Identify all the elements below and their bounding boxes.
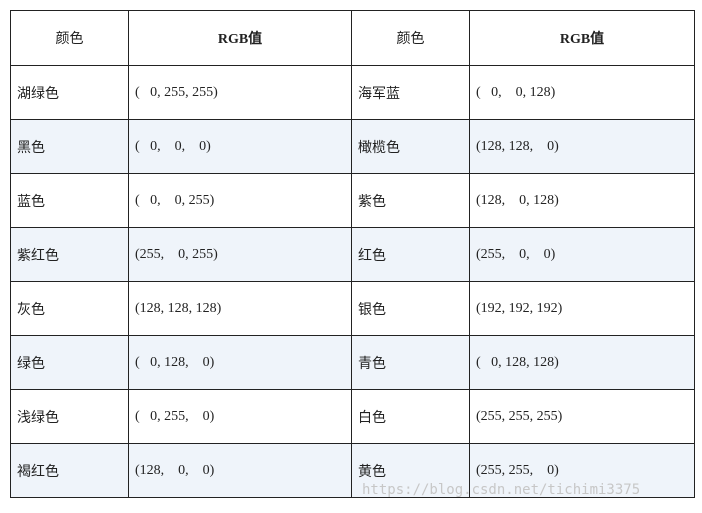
color-name-cell: 红色 [351, 227, 470, 282]
table-row: 蓝色 ( 0, 0, 255) 紫色 (128, 0, 128) [10, 173, 695, 228]
rgb-value-cell: ( 0, 0, 0) [128, 119, 352, 174]
rgb-value-cell: ( 0, 128, 128) [469, 335, 695, 390]
color-name-cell: 浅绿色 [10, 389, 129, 444]
color-rgb-table: 颜色 RGB值 颜色 RGB值 湖绿色 ( 0, 255, 255) 海军蓝 (… [10, 10, 695, 498]
color-name-cell: 青色 [351, 335, 470, 390]
header-color-name-2: 颜色 [351, 10, 470, 66]
table-row: 黑色 ( 0, 0, 0) 橄榄色 (128, 128, 0) [10, 119, 695, 174]
color-name-cell: 橄榄色 [351, 119, 470, 174]
color-name-cell: 蓝色 [10, 173, 129, 228]
rgb-value-cell: (255, 255, 255) [469, 389, 695, 444]
table-header-row: 颜色 RGB值 颜色 RGB值 [10, 10, 695, 66]
table-row: 绿色 ( 0, 128, 0) 青色 ( 0, 128, 128) [10, 335, 695, 390]
color-name-cell: 灰色 [10, 281, 129, 336]
color-name-cell: 绿色 [10, 335, 129, 390]
header-rgb-2: RGB值 [469, 10, 695, 66]
color-name-cell: 海军蓝 [351, 65, 470, 120]
rgb-value-cell: (255, 0, 255) [128, 227, 352, 282]
color-name-cell: 银色 [351, 281, 470, 336]
rgb-value-cell: (128, 128, 0) [469, 119, 695, 174]
color-name-cell: 湖绿色 [10, 65, 129, 120]
rgb-value-cell: ( 0, 255, 0) [128, 389, 352, 444]
rgb-value-cell: ( 0, 0, 128) [469, 65, 695, 120]
header-color-name-1: 颜色 [10, 10, 129, 66]
rgb-value-cell: (128, 128, 128) [128, 281, 352, 336]
table-row: 灰色 (128, 128, 128) 银色 (192, 192, 192) [10, 281, 695, 336]
color-name-cell: 黑色 [10, 119, 129, 174]
table-row: 褐红色 (128, 0, 0) 黄色 (255, 255, 0) [10, 443, 695, 498]
color-name-cell: 白色 [351, 389, 470, 444]
rgb-value-cell: (128, 0, 128) [469, 173, 695, 228]
table-row: 紫红色 (255, 0, 255) 红色 (255, 0, 0) [10, 227, 695, 282]
rgb-value-cell: ( 0, 128, 0) [128, 335, 352, 390]
rgb-value-cell: (128, 0, 0) [128, 443, 352, 498]
color-name-cell: 紫红色 [10, 227, 129, 282]
header-rgb-1: RGB值 [128, 10, 352, 66]
rgb-value-cell: (255, 0, 0) [469, 227, 695, 282]
table-row: 浅绿色 ( 0, 255, 0) 白色 (255, 255, 255) [10, 389, 695, 444]
color-name-cell: 褐红色 [10, 443, 129, 498]
color-name-cell: 黄色 [351, 443, 470, 498]
rgb-value-cell: ( 0, 255, 255) [128, 65, 352, 120]
rgb-value-cell: (192, 192, 192) [469, 281, 695, 336]
color-name-cell: 紫色 [351, 173, 470, 228]
rgb-value-cell: ( 0, 0, 255) [128, 173, 352, 228]
rgb-value-cell: (255, 255, 0) [469, 443, 695, 498]
table-row: 湖绿色 ( 0, 255, 255) 海军蓝 ( 0, 0, 128) [10, 65, 695, 120]
